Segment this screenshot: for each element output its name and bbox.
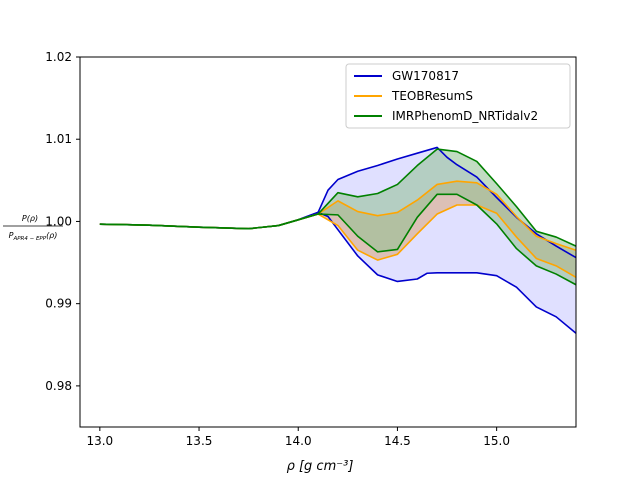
y-axis-label: P(ρ) PAPR4 − EPP(ρ) xyxy=(3,214,63,242)
legend-label: IMRPhenomD_NRTidalv2 xyxy=(392,109,538,123)
legend: GW170817 TEOBResumS IMRPhenomD_NRTidalv2 xyxy=(345,63,571,129)
legend-label: TEOBResumS xyxy=(391,89,473,103)
x-axis: 13.0 13.5 14.0 14.5 15.0 xyxy=(86,427,510,448)
band-fill-0 xyxy=(99,147,576,334)
x-tick-label: 15.0 xyxy=(483,434,510,448)
y-axis: 0.98 0.99 1.00 1.01 1.02 xyxy=(45,50,80,393)
x-tick-label: 13.5 xyxy=(186,434,213,448)
y-tick-label: 0.99 xyxy=(45,297,72,311)
y-tick-label: 1.01 xyxy=(45,132,72,146)
y-tick-label: 1.02 xyxy=(45,50,72,64)
x-tick-label: 14.0 xyxy=(285,434,312,448)
legend-box xyxy=(345,63,571,129)
y-label-denominator: PAPR4 − EPP(ρ) xyxy=(9,231,58,242)
y-tick-label: 1.00 xyxy=(45,214,72,228)
band-fills xyxy=(99,147,576,334)
band-fill-2 xyxy=(99,149,576,285)
x-axis-label: ρ [g cm⁻³] xyxy=(287,459,354,474)
y-label-numerator: P(ρ) xyxy=(22,214,38,223)
x-tick-label: 13.0 xyxy=(86,434,113,448)
band-lines xyxy=(99,146,577,334)
y-tick-label: 0.98 xyxy=(45,379,72,393)
legend-label: GW170817 xyxy=(392,69,459,83)
plot-frame xyxy=(79,56,577,428)
x-tick-label: 14.5 xyxy=(384,434,411,448)
series-line-lower-2 xyxy=(99,193,577,286)
